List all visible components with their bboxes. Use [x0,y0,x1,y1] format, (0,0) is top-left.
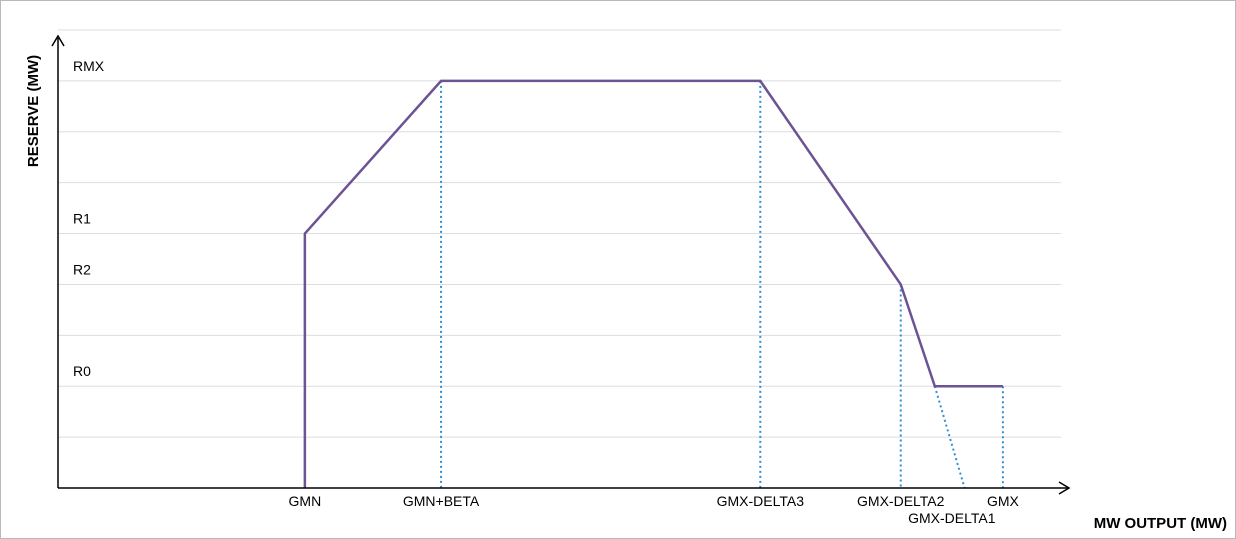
y-tick-label: RMX [73,58,105,74]
y-axis-title: RESERVE (MW) [25,55,42,167]
x-tick-label: GMN+BETA [403,493,480,509]
x-tick-label: GMX-DELTA2 [857,493,945,509]
x-tick-label: GMX [987,493,1020,509]
y-tick-labels: RMX R1 R2 R0 [73,58,105,379]
x-tick-labels: GMN GMN+BETA GMX-DELTA3 GMX-DELTA2GMX-DELTA… [289,493,1020,526]
axes-layer [51,34,1071,495]
x-tick-label: GMX-DELTA1 [908,510,996,526]
y-tick-label: R0 [73,363,91,379]
reserve-curve-line [303,79,1003,488]
series-layer [303,79,1003,488]
dashed-layer [440,80,1004,489]
y-tick-label: R1 [73,211,91,227]
x-tick-label: GMN [289,493,322,509]
x-axis-title: MW OUTPUT (MW) [1094,515,1227,532]
grid-layer [58,29,1061,438]
x-axis-arrow [1058,481,1071,495]
x-tick-label: GMX-DELTA3 [717,493,805,509]
y-tick-label: R2 [73,261,91,277]
y-axis-arrow [51,34,65,47]
